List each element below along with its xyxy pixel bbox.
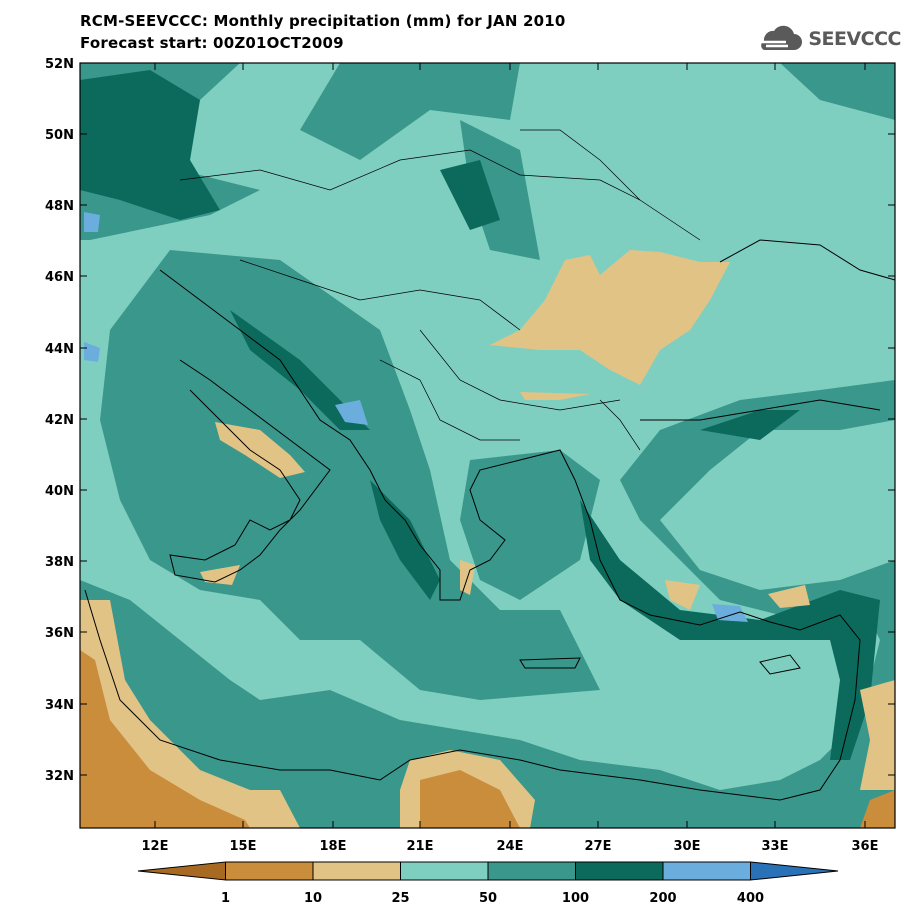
arid-egypt <box>420 770 520 828</box>
coastlines <box>84 239 895 801</box>
forecast-start-label: Forecast start: 00Z01OCT2009 <box>80 34 344 52</box>
legend-label: 50 <box>479 891 497 906</box>
dry-anatolia-2 <box>768 585 810 608</box>
peak-west-coast <box>84 342 100 362</box>
dry-bulgaria <box>520 392 590 400</box>
lon-label: 33E <box>762 839 789 854</box>
legend-swatch <box>312 861 401 881</box>
lat-label: 36N <box>45 626 74 641</box>
dry-levant <box>860 680 895 790</box>
dry-apulia <box>215 422 305 478</box>
peak-epirus <box>370 480 440 600</box>
lat-label: 42N <box>45 413 74 428</box>
legend-swatch <box>575 861 664 881</box>
map-frame <box>79 62 896 829</box>
peak-carpathian <box>440 160 500 230</box>
lat-label: 46N <box>45 270 74 285</box>
legend-label: 10 <box>304 891 322 906</box>
arid-sinai <box>860 790 895 828</box>
band-north <box>300 63 520 160</box>
lat-label: 32N <box>45 769 74 784</box>
peak-alps <box>84 212 100 232</box>
dry-romania <box>490 250 730 385</box>
legend-label: 200 <box>649 891 676 906</box>
legend-label: 25 <box>391 891 409 906</box>
country-borders <box>179 129 701 451</box>
legend-label: 100 <box>562 891 589 906</box>
lat-label: 52N <box>45 57 74 72</box>
lat-label: 40N <box>45 484 74 499</box>
peak-northwest <box>80 70 220 220</box>
dry-sicily <box>200 565 240 585</box>
peak-anatolia-coast <box>580 500 880 760</box>
peak-taurus <box>712 604 748 622</box>
band-east-med <box>80 380 895 828</box>
legend-swatch <box>662 861 751 881</box>
band-northeast <box>780 63 895 120</box>
logo-text: SEEVCCC <box>808 28 901 50</box>
cloud-icon <box>760 25 803 50</box>
lat-label: 38N <box>45 555 74 570</box>
lat-label: 48N <box>45 199 74 214</box>
lat-label: 50N <box>45 128 74 143</box>
lon-label: 15E <box>230 839 257 854</box>
lon-label: 27E <box>585 839 612 854</box>
color-legend: 1 10 25 50 100 200 400 <box>137 861 839 906</box>
peak-dalmatia <box>230 310 370 430</box>
peak-montenegro <box>335 400 368 425</box>
lon-label: 21E <box>407 839 434 854</box>
latitude-axis: 52N 50N 48N 46N 44N 42N 40N 38N 36N 34N 32N <box>45 57 895 784</box>
band-adriatic-ionian <box>100 250 600 700</box>
lon-label: 30E <box>674 839 701 854</box>
longitude-axis: 12E 15E 18E 21E 24E 27E 30E 33E 36E <box>142 63 879 854</box>
lon-label: 12E <box>142 839 169 854</box>
legend-swatch <box>400 861 489 881</box>
legend-label: 400 <box>737 891 764 906</box>
legend-swatch <box>750 861 839 881</box>
band-aegean <box>460 450 600 600</box>
legend-label: 1 <box>221 891 230 906</box>
legend-swatch <box>225 861 314 881</box>
map-field <box>80 63 895 828</box>
lon-label: 18E <box>320 839 347 854</box>
lon-label: 36E <box>852 839 879 854</box>
lat-label: 44N <box>45 342 74 357</box>
dry-anatolia-1 <box>665 580 700 610</box>
legend-swatch <box>137 861 226 881</box>
peak-black-sea <box>700 410 800 440</box>
arid-libya-west <box>80 650 250 828</box>
lat-label: 34N <box>45 698 74 713</box>
map-title: RCM-SEEVCCC: Monthly precipitation (mm) … <box>80 12 566 30</box>
legend-swatch <box>487 861 576 881</box>
lon-label: 24E <box>497 839 524 854</box>
seevccc-logo: SEEVCCC <box>752 24 901 54</box>
